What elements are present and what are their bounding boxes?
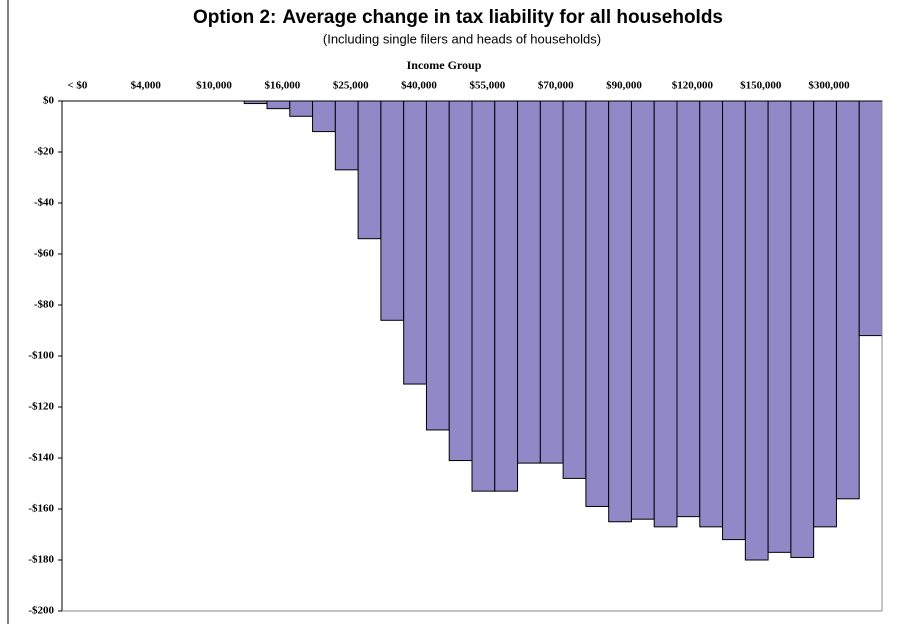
y-tick-label: -$200 xyxy=(28,605,54,617)
bar xyxy=(767,100,792,553)
x-tick-label: $70,000 xyxy=(538,80,574,92)
x-tick-label: $4,000 xyxy=(131,80,162,92)
x-tick-label: $25,000 xyxy=(333,80,369,92)
x-tick-label: $300,000 xyxy=(808,80,850,92)
chart-subtitle: (Including single filers and heads of ho… xyxy=(323,31,601,46)
y-tick-label: -$80 xyxy=(34,299,55,311)
bar xyxy=(630,100,655,520)
x-tick-label: < $0 xyxy=(67,80,88,92)
bar xyxy=(494,100,519,492)
chart-title: Option 2: Average change in tax liability… xyxy=(193,7,723,28)
bar xyxy=(562,100,587,479)
bar xyxy=(608,100,632,523)
x-tick-label: $55,000 xyxy=(470,80,506,92)
bar xyxy=(585,100,610,507)
y-tick-label: -$40 xyxy=(34,197,55,209)
bar xyxy=(539,100,564,464)
bar xyxy=(425,100,450,431)
x-tick-label: $90,000 xyxy=(606,80,642,92)
title-label: Option 2: xyxy=(193,7,276,28)
x-tick-label: $16,000 xyxy=(265,80,301,92)
bar xyxy=(813,100,837,528)
bar xyxy=(266,100,291,110)
title-text: Average change in tax liability for all … xyxy=(282,7,723,28)
bar xyxy=(517,100,541,464)
bar xyxy=(835,100,860,500)
bar xyxy=(448,100,473,462)
x-tick-label: $150,000 xyxy=(740,80,782,92)
bar xyxy=(312,100,336,133)
bar xyxy=(722,100,746,541)
y-tick-label: -$60 xyxy=(34,248,55,260)
y-tick-label: -$100 xyxy=(28,350,54,362)
bar xyxy=(858,100,883,337)
y-tick-label: -$160 xyxy=(28,503,54,515)
bar xyxy=(699,100,724,528)
bar xyxy=(334,100,359,171)
y-tick-label: -$140 xyxy=(28,452,54,464)
bar xyxy=(790,100,815,558)
y-tick-label: -$120 xyxy=(28,401,54,413)
bar xyxy=(676,100,701,518)
x-tick-label: $40,000 xyxy=(401,80,437,92)
x-tick-label: $10,000 xyxy=(196,80,232,92)
bar xyxy=(744,100,769,561)
x-axis-label: Income Group xyxy=(407,58,482,72)
x-tick-label: $120,000 xyxy=(672,80,714,92)
bar xyxy=(380,100,405,321)
bar xyxy=(289,100,314,117)
bar xyxy=(357,100,382,240)
bar xyxy=(403,100,427,385)
bar xyxy=(653,100,678,528)
y-tick-label: -$180 xyxy=(28,554,54,566)
y-tick-label: $0 xyxy=(43,95,55,107)
bar xyxy=(471,100,496,492)
y-tick-label: -$20 xyxy=(34,146,55,158)
